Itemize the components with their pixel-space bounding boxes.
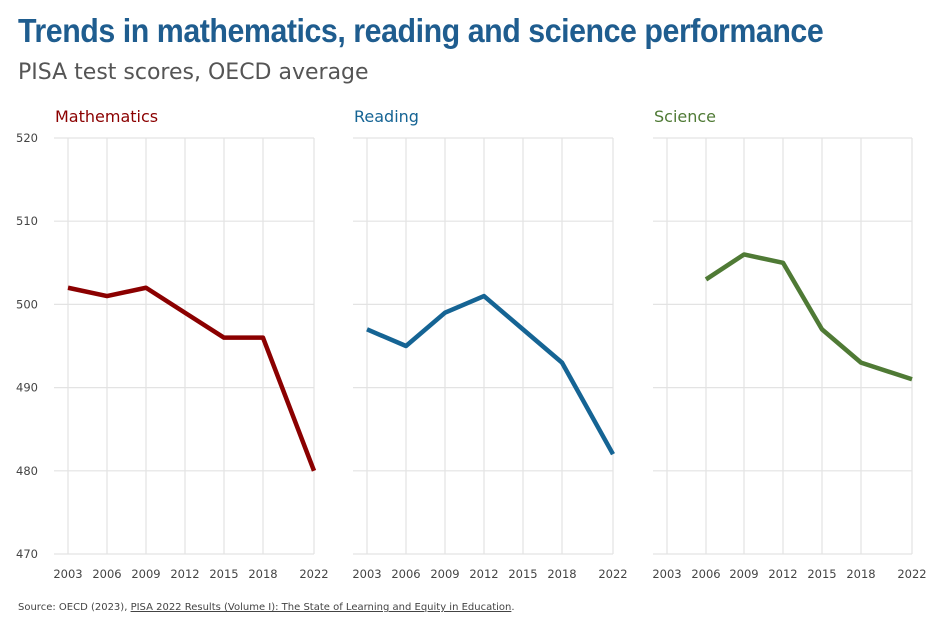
x-tick-label: 2015: [209, 567, 238, 581]
x-tick-label: 2003: [53, 567, 82, 581]
y-tick-label: 510: [16, 214, 38, 228]
x-tick-label: 2006: [92, 567, 121, 581]
x-tick-label: 2022: [299, 567, 328, 581]
series-line-mathematics: [67, 285, 317, 472]
source-suffix: .: [511, 602, 515, 613]
chart-subtitle: PISA test scores, OECD average: [18, 60, 369, 85]
x-tick-label: 2015: [508, 567, 537, 581]
source-link[interactable]: PISA 2022 Results (Volume I): The State …: [130, 602, 512, 613]
series-line-reading: [366, 293, 615, 456]
y-tick-label: 500: [16, 297, 38, 311]
x-tick-label: 2022: [598, 567, 627, 581]
x-tick-label: 2012: [170, 567, 199, 581]
chart-title: Trends in mathematics, reading and scien…: [18, 12, 824, 49]
x-tick-label: 2003: [652, 567, 681, 581]
y-tick-label: 490: [16, 381, 38, 395]
x-tick-label: 2006: [391, 567, 420, 581]
x-tick-label: 2012: [768, 567, 797, 581]
x-tick-label: 2022: [897, 567, 926, 581]
source-prefix: Source: OECD (2023),: [18, 602, 131, 613]
x-tick-label: 2018: [248, 567, 277, 581]
x-tick-label: 2003: [352, 567, 381, 581]
y-tick-label: 470: [16, 547, 38, 561]
x-tick-label: 2012: [469, 567, 498, 581]
series-line-science: [704, 252, 913, 382]
source-note: Source: OECD (2023), PISA 2022 Results (…: [18, 602, 515, 613]
panel-title: Mathematics: [55, 107, 158, 126]
x-tick-label: 2006: [691, 567, 720, 581]
y-tick-label: 480: [16, 464, 38, 478]
y-tick-label: 520: [16, 131, 38, 145]
x-tick-label: 2015: [807, 567, 836, 581]
x-tick-label: 2018: [547, 567, 576, 581]
x-tick-label: 2018: [846, 567, 875, 581]
panel-title: Reading: [354, 107, 419, 126]
x-tick-label: 2009: [729, 567, 758, 581]
x-tick-label: 2009: [131, 567, 160, 581]
small-multiples-chart: Mathematics 2003 2006 2009 2012 2015 2018 2022 R…: [16, 107, 927, 581]
panel-title: Science: [654, 107, 716, 126]
x-tick-label: 2009: [430, 567, 459, 581]
